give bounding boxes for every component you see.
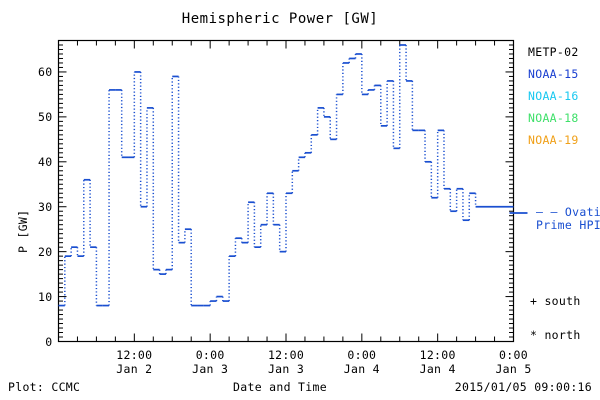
- y-tick-label: 50: [38, 109, 53, 124]
- x-tick-time: 0:00: [347, 347, 377, 362]
- x-axis-ticks: [58, 40, 514, 342]
- x-tick-time: 12:00: [419, 347, 456, 362]
- legend-item-noaa-19[interactable]: NOAA-19: [528, 133, 579, 147]
- y-tick-label: 10: [38, 289, 53, 304]
- ovation-label-line2: Prime HPI: [536, 218, 600, 232]
- x-tick-label: 0:00 Jan 5: [474, 348, 554, 376]
- legend-marker-south: + south: [530, 294, 581, 308]
- legend-item-ovation-prime-hpi[interactable]: — — OvationPrime HPI: [536, 206, 600, 232]
- x-tick-date: Jan 2: [116, 361, 153, 376]
- y-tick-label: 40: [38, 154, 53, 169]
- x-tick-date: Jan 5: [495, 361, 532, 376]
- y-axis-ticks: [58, 40, 514, 342]
- x-axis-title: Date and Time: [233, 380, 327, 394]
- legend-item-noaa-16[interactable]: NOAA-16: [528, 89, 579, 103]
- y-tick-label: 60: [38, 64, 53, 79]
- timestamp: 2015/01/05 09:00:16: [454, 380, 592, 394]
- legend-item-noaa-18[interactable]: NOAA-18: [528, 111, 579, 125]
- data-series-noaa-15: [58, 44, 514, 307]
- x-tick-date: Jan 4: [419, 361, 456, 376]
- y-tick-label: 0: [45, 334, 53, 349]
- x-tick-label: 0:00 Jan 3: [170, 348, 250, 376]
- y-tick-label: 30: [38, 199, 53, 214]
- legend-item-metp-02[interactable]: METP-02: [528, 45, 579, 59]
- plot-frame: [57, 39, 515, 343]
- plot-credit: Plot: CCMC: [8, 380, 81, 394]
- x-tick-date: Jan 4: [343, 361, 380, 376]
- legend-item-noaa-15[interactable]: NOAA-15: [528, 67, 579, 81]
- x-tick-time: 0:00: [499, 347, 528, 362]
- page-title: Hemispheric Power [GW]: [181, 11, 379, 27]
- y-tick-label: 20: [38, 244, 53, 259]
- x-tick-time: 0:00: [195, 347, 225, 362]
- x-tick-label: 0:00 Jan 4: [322, 348, 402, 376]
- x-tick-time: 12:00: [267, 347, 305, 362]
- x-tick-time: 12:00: [116, 347, 153, 362]
- x-tick-date: Jan 3: [267, 361, 305, 376]
- x-tick-date: Jan 3: [192, 361, 229, 376]
- x-tick-label: 12:00 Jan 2: [94, 348, 174, 376]
- legend-marker-north: * north: [530, 328, 581, 342]
- x-tick-label: 12:00 Jan 4: [398, 348, 478, 376]
- ovation-label-line1: — — Ovation: [536, 205, 600, 219]
- x-tick-label: 12:00 Jan 3: [246, 348, 326, 376]
